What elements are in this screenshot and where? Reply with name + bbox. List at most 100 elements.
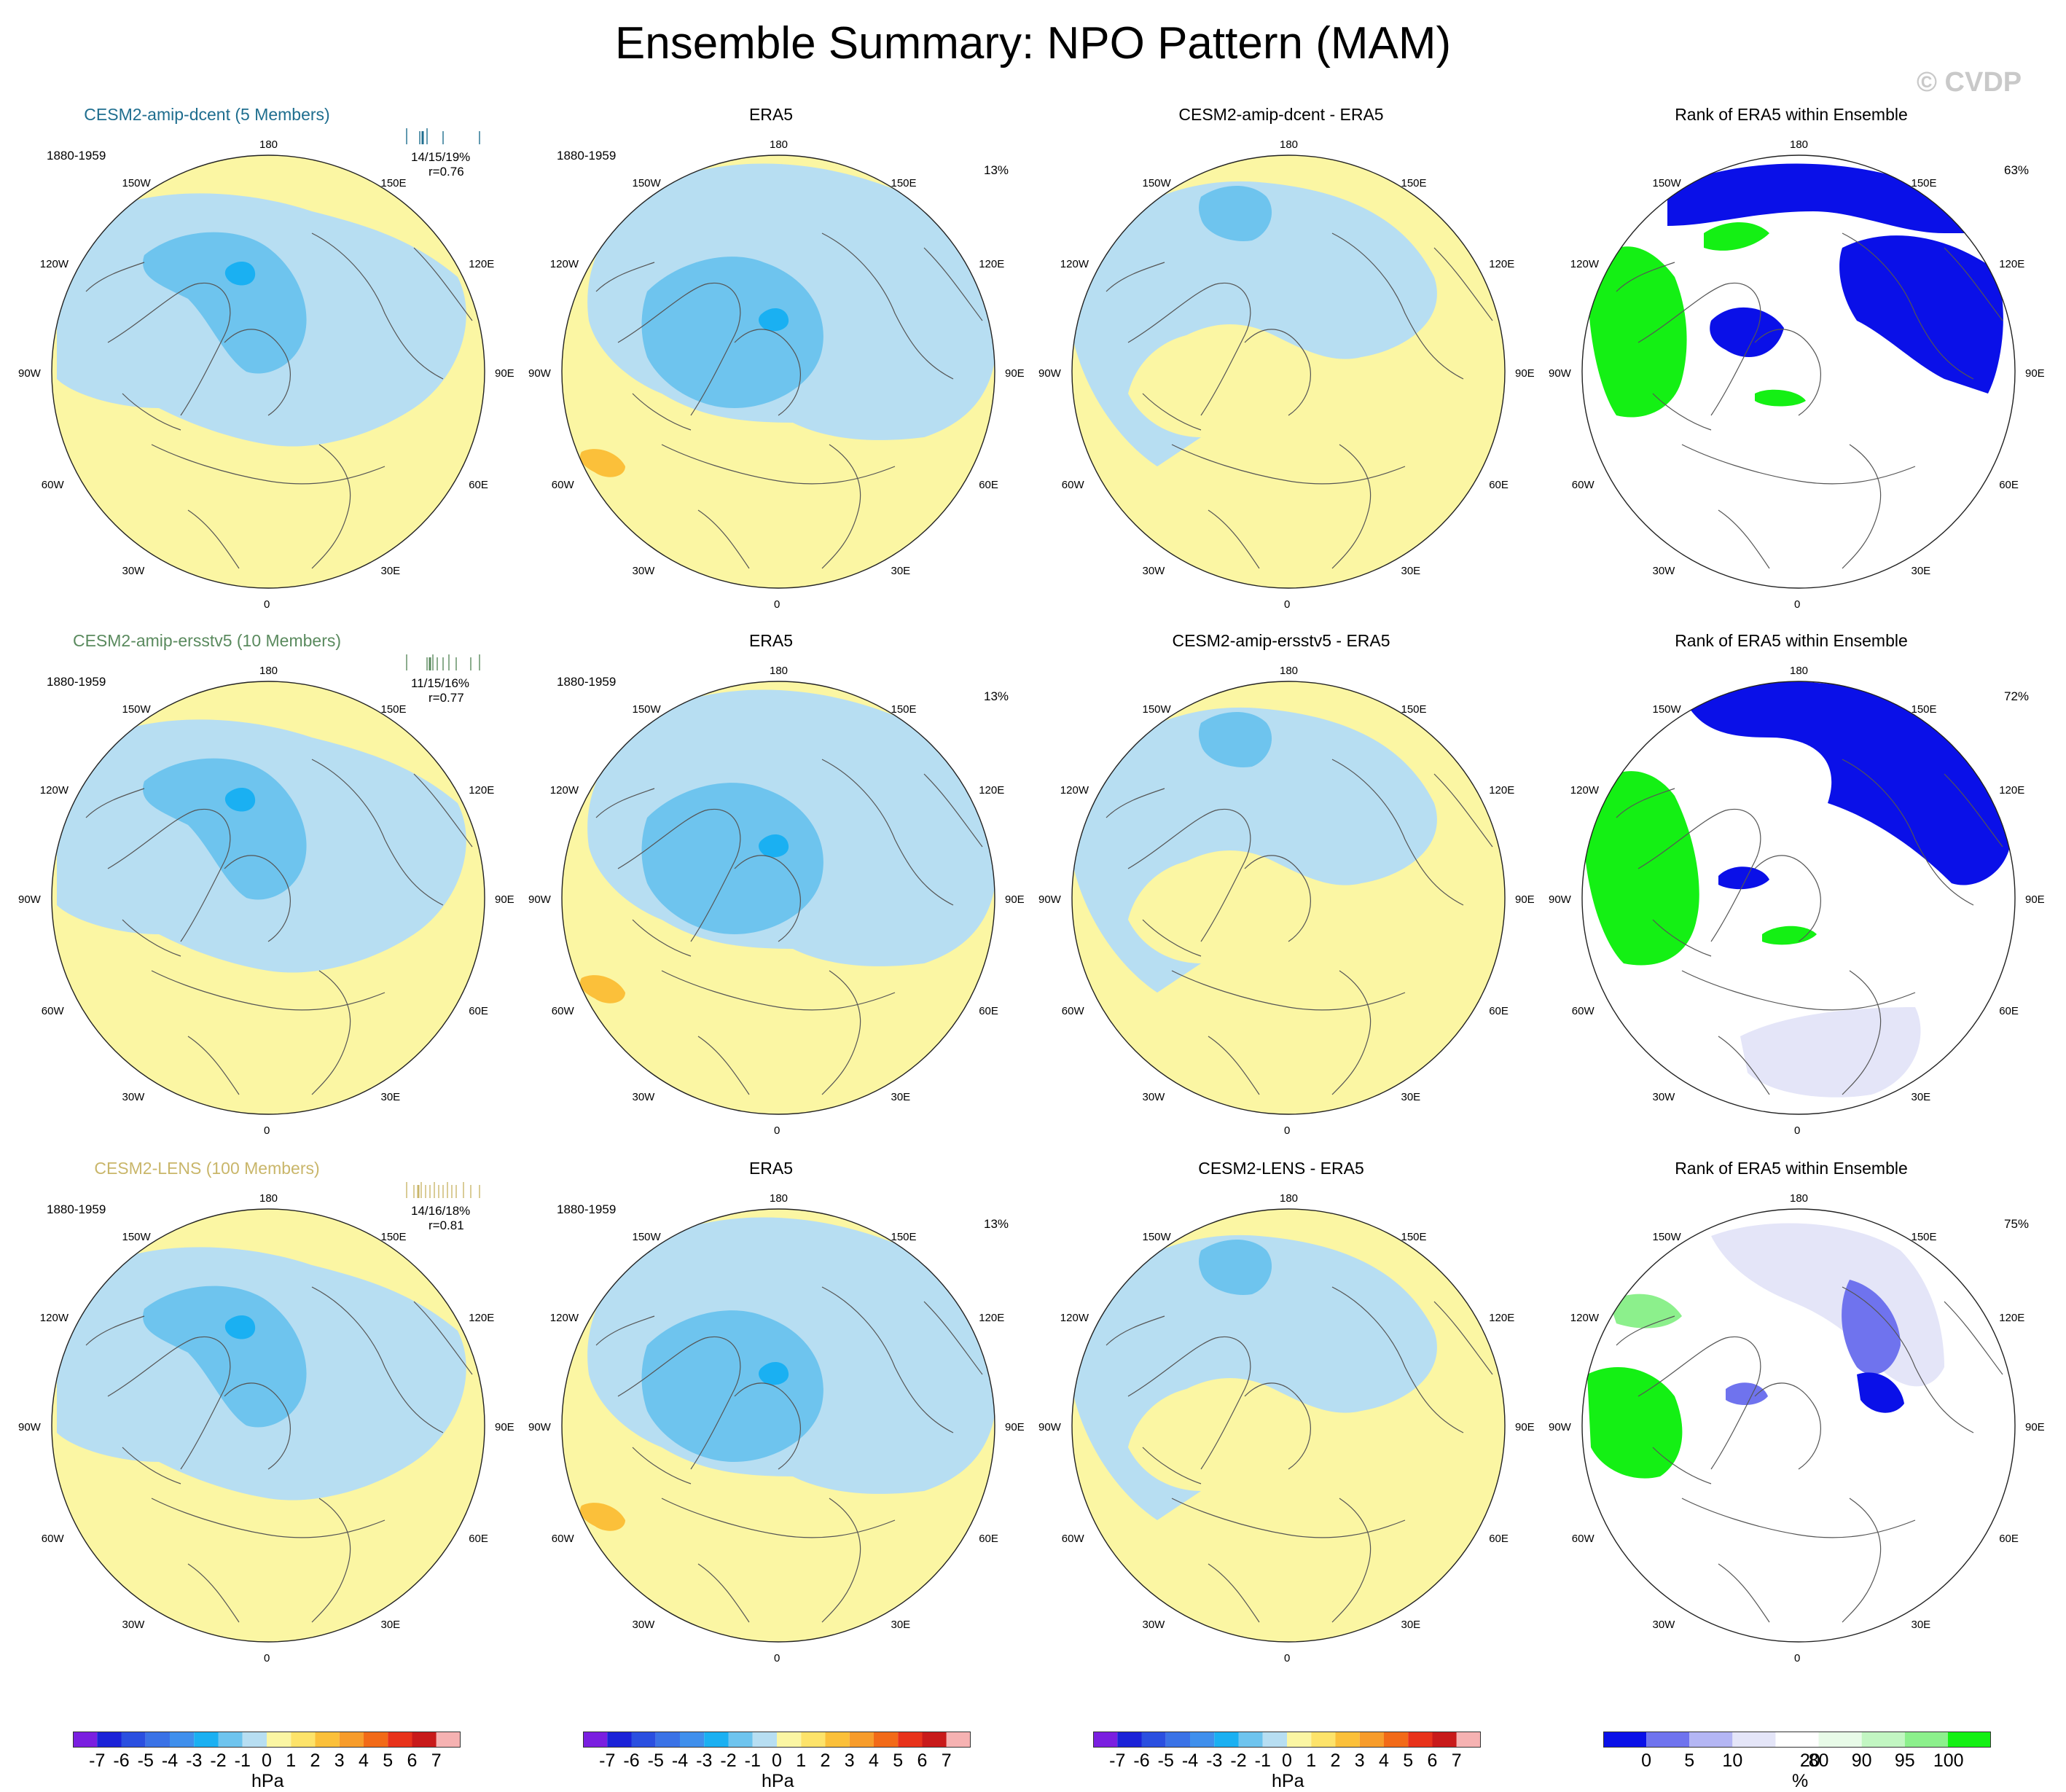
coastline	[187, 1036, 240, 1095]
longitude-label: 120E	[1999, 257, 2025, 270]
longitude-label: 30W	[122, 565, 145, 578]
colorbar-swatch	[194, 1732, 219, 1748]
coastline	[1754, 329, 1821, 416]
longitude-label: 60W	[1571, 1004, 1595, 1017]
longitude-label: 120E	[1489, 783, 1515, 797]
colorbar-swatch	[412, 1732, 437, 1748]
coastline	[1171, 444, 1406, 485]
variance-pct: 13%	[984, 1217, 1009, 1231]
longitude-label: 0	[774, 1652, 780, 1664]
period-label: 1880-1959	[557, 675, 617, 689]
coastline	[1142, 393, 1202, 431]
map-panel-obs: ERA5 1880-1959 13% 180 150E 120E 90E 60E 30E 0 30W…	[516, 102, 1026, 627]
coastline	[1142, 1447, 1202, 1484]
colorbar-swatch	[1214, 1732, 1239, 1748]
member-spread	[405, 1181, 481, 1200]
panel-title: ERA5	[748, 105, 794, 124]
negative-anomaly-max	[759, 834, 789, 858]
map-content	[52, 1209, 485, 1642]
longitude-label: 120E	[979, 783, 1005, 797]
high-rank-region	[1584, 771, 1699, 966]
coastline	[661, 444, 896, 485]
colorbar-swatch	[728, 1732, 753, 1748]
coastline	[187, 509, 240, 569]
colorbar-swatch	[1335, 1732, 1360, 1748]
low-rank-region	[1718, 866, 1769, 890]
colorbar-swatch	[655, 1732, 680, 1748]
panel-title: CESM2-amip-ersstv5 - ERA5	[1172, 631, 1390, 650]
colorbar-swatch	[291, 1732, 316, 1748]
longitude-label: 60W	[41, 1532, 64, 1545]
longitude-label: 60E	[1489, 1004, 1509, 1017]
map-content	[1582, 155, 2015, 588]
low-rank-light-region	[1740, 1007, 1921, 1097]
negative-anomaly-max	[224, 788, 256, 812]
longitude-label: 30E	[380, 1091, 401, 1104]
longitude-label: 150W	[1142, 176, 1171, 189]
coastline	[1637, 1336, 1761, 1470]
colorbar-swatch	[825, 1732, 850, 1748]
coastline	[1637, 282, 1761, 416]
longitude-label: 150E	[380, 703, 407, 716]
coastline	[821, 1498, 861, 1623]
colorbar: -7 -6 -5 -4 -3 -2 -1 0 1 2 3 4 5 6 7 hPa	[583, 1732, 971, 1791]
longitude-label: 60E	[469, 1532, 488, 1545]
coastline	[1171, 970, 1406, 1011]
coastline	[1842, 759, 1974, 906]
longitude-label: 150W	[1142, 703, 1171, 716]
longitude-label: 150E	[1401, 1230, 1427, 1243]
longitude-label: 150W	[632, 703, 661, 716]
colorbar-swatch	[1287, 1732, 1312, 1748]
coastline	[632, 919, 692, 957]
longitude-label: 60E	[1489, 1532, 1509, 1545]
colorbar-swatch	[1775, 1732, 1819, 1748]
longitude-label: 90W	[1549, 367, 1571, 380]
negative-anomaly-core	[641, 1310, 823, 1462]
positive-anomaly-region	[580, 449, 625, 477]
coastline	[1754, 855, 1821, 942]
colorbar: -7 -6 -5 -4 -3 -2 -1 0 1 2 3 4 5 6 7 hPa	[1093, 1732, 1481, 1791]
coastline	[1171, 1498, 1406, 1538]
longitude-label: 150E	[380, 1230, 407, 1243]
negative-anomaly-core	[1199, 1240, 1272, 1295]
variance-range: 11/15/16%	[411, 676, 470, 690]
map-panel-rank: Rank of ERA5 within Ensemble 75% 180 150E 12…	[1536, 1156, 2046, 1791]
longitude-label: 90E	[2025, 893, 2045, 906]
colorbar-tick-label: 0	[1641, 1750, 1652, 1771]
colorbar-swatch	[1117, 1732, 1142, 1748]
map-border	[561, 681, 995, 1115]
colorbar-swatch	[218, 1732, 243, 1748]
period-label: 1880-1959	[47, 149, 106, 163]
negative-anomaly-region	[1072, 707, 1437, 993]
coastline	[821, 232, 954, 380]
colorbar-tick-label: 7	[941, 1750, 952, 1771]
longitude-label: 0	[1284, 598, 1291, 611]
longitude-label: 180	[1790, 665, 1809, 677]
page-title: Ensemble Summary: NPO Pattern (MAM)	[614, 18, 1452, 69]
coastline	[1208, 1563, 1260, 1623]
longitude-label: 30E	[1401, 565, 1421, 578]
polar-map	[1581, 1208, 2016, 1643]
map-panel-rank: Rank of ERA5 within Ensemble 63% 180 150E 12…	[1536, 102, 2046, 627]
longitude-label: 120W	[1570, 783, 1599, 797]
longitude-label: 0	[264, 1652, 270, 1664]
member-spread-marks	[406, 128, 480, 144]
longitude-label: 60E	[979, 1532, 998, 1545]
colorbar-swatch	[1689, 1732, 1733, 1748]
pattern-correlation: r=0.81	[429, 1218, 464, 1232]
map-panel-ensemble: CESM2-amip-dcent (5 Members) 1880-1959 14/…	[6, 102, 516, 627]
coastline	[697, 1036, 750, 1095]
longitude-label: 180	[1280, 1192, 1299, 1205]
colorbar-swatch	[801, 1732, 826, 1748]
map-panel-obs: ERA5 1880-1959 13% 180 150E 120E 90E 60E 30E 0 30W…	[516, 1156, 1026, 1791]
longitude-label: 90W	[18, 1421, 41, 1433]
colorbar-tick-label: 90	[1851, 1750, 1872, 1771]
longitude-label: 150W	[122, 176, 151, 189]
coastline	[1944, 1301, 2003, 1375]
coastline	[1842, 232, 1974, 380]
longitude-label: 60E	[979, 478, 998, 491]
coastline	[617, 808, 741, 942]
colorbar-swatch	[315, 1732, 340, 1748]
coastline	[697, 1563, 750, 1623]
polar-map	[1071, 154, 1506, 589]
